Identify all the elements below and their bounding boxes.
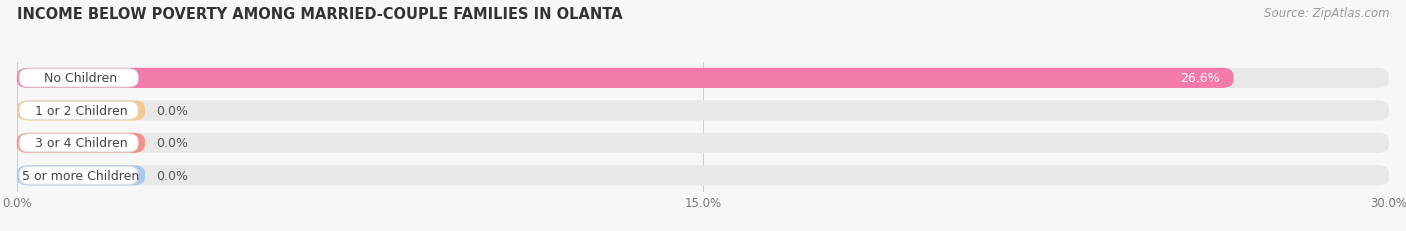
- Text: 26.6%: 26.6%: [1180, 72, 1220, 85]
- FancyBboxPatch shape: [17, 133, 145, 153]
- FancyBboxPatch shape: [20, 70, 138, 88]
- FancyBboxPatch shape: [17, 69, 1389, 88]
- FancyBboxPatch shape: [17, 166, 145, 185]
- Text: 1 or 2 Children: 1 or 2 Children: [35, 104, 127, 117]
- Text: 5 or more Children: 5 or more Children: [22, 169, 139, 182]
- FancyBboxPatch shape: [17, 101, 145, 121]
- FancyBboxPatch shape: [17, 69, 1233, 88]
- FancyBboxPatch shape: [17, 101, 1389, 121]
- FancyBboxPatch shape: [20, 167, 138, 185]
- Text: 0.0%: 0.0%: [156, 169, 188, 182]
- Text: Source: ZipAtlas.com: Source: ZipAtlas.com: [1264, 7, 1389, 20]
- FancyBboxPatch shape: [17, 133, 1389, 153]
- FancyBboxPatch shape: [20, 102, 138, 120]
- Text: No Children: No Children: [45, 72, 118, 85]
- FancyBboxPatch shape: [17, 166, 1389, 185]
- Text: 0.0%: 0.0%: [156, 137, 188, 150]
- Text: 0.0%: 0.0%: [156, 104, 188, 117]
- Text: INCOME BELOW POVERTY AMONG MARRIED-COUPLE FAMILIES IN OLANTA: INCOME BELOW POVERTY AMONG MARRIED-COUPL…: [17, 7, 623, 22]
- FancyBboxPatch shape: [20, 134, 138, 152]
- Text: 3 or 4 Children: 3 or 4 Children: [35, 137, 127, 150]
